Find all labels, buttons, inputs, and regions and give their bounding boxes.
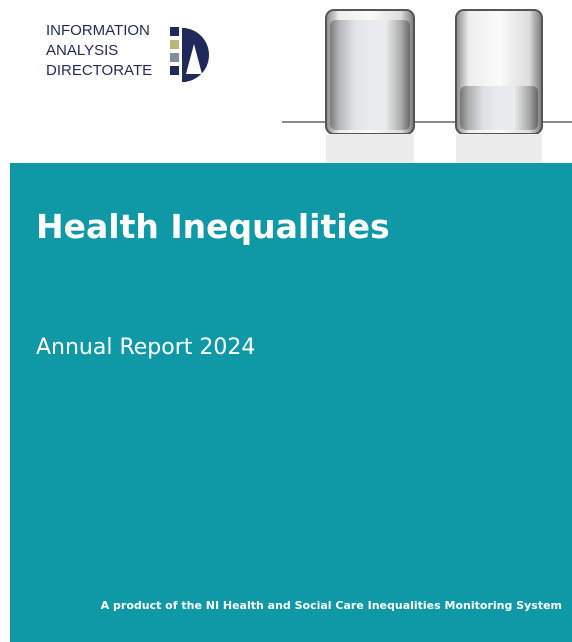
footer: A product of the NI Health and Social Ca… [101, 599, 562, 612]
glasses [282, 10, 572, 163]
logo-text: INFORMATION ANALYSIS DIRECTORATE [46, 21, 152, 81]
logo-line: ANALYSIS [46, 41, 152, 61]
page: INFORMATION ANALYSIS DIRECTORATE Health … [0, 0, 572, 642]
subtitle: Annual Report 2024 [36, 335, 255, 360]
title: Health Inequalities [36, 207, 390, 246]
logo-line: INFORMATION [46, 21, 152, 41]
logo-line: DIRECTORATE [46, 61, 152, 81]
cover-panel: Health Inequalities Annual Report 2024 A… [10, 163, 572, 642]
logo-mark [170, 27, 209, 82]
